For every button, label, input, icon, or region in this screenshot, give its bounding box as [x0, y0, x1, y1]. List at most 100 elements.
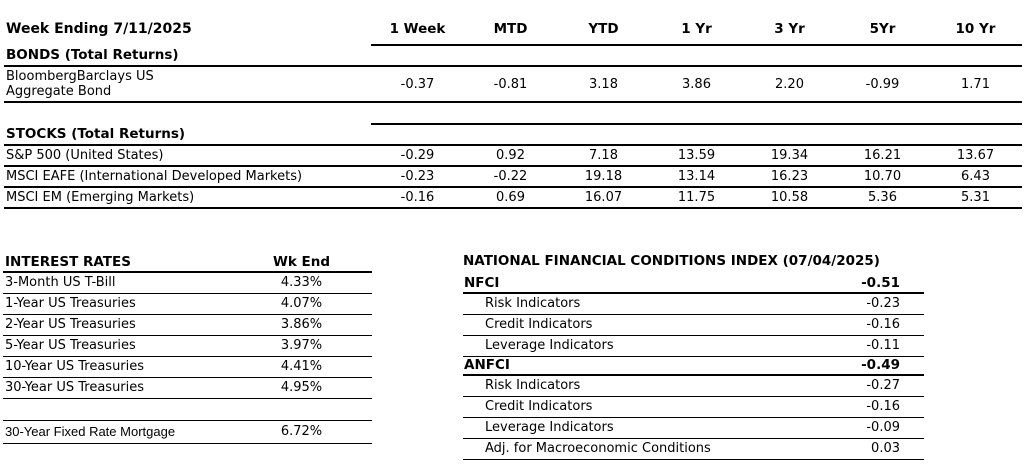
index-value: -0.09 — [804, 417, 924, 439]
row-label: 2-Year US Treasuries — [3, 314, 231, 336]
metric-value: -0.29 — [371, 145, 464, 167]
table-row-nfci-leverage: Leverage Indicators -0.11 — [463, 335, 924, 357]
row-label: Credit Indicators — [463, 314, 804, 336]
index-value: 0.03 — [804, 438, 924, 460]
row-label: 1-Year US Treasuries — [3, 293, 231, 315]
metric-value: 3.86 — [650, 66, 743, 103]
row-label: Risk Indicators — [463, 293, 804, 315]
table-row-anfci: ANFCI -0.49 — [463, 356, 924, 376]
rate-value: 4.41% — [231, 356, 372, 378]
row-label: 5-Year US Treasuries — [3, 335, 231, 357]
rate-value: 3.97% — [231, 335, 372, 357]
row-label-msci-eafe: MSCI EAFE (International Developed Marke… — [4, 166, 371, 188]
report-week-title: Week Ending 7/11/2025 — [6, 21, 192, 37]
metric-value: 7.18 — [557, 145, 650, 167]
metric-value: 1.71 — [929, 66, 1022, 103]
metric-value: 13.59 — [650, 145, 743, 167]
row-label-aggregate-bond: BloombergBarclays US Aggregate Bond — [4, 66, 371, 103]
column-header-mtd: MTD — [464, 13, 557, 46]
metric-value: 10.70 — [836, 166, 929, 188]
index-value: -0.11 — [804, 335, 924, 357]
column-header-3-yr: 3 Yr — [743, 13, 836, 46]
table-row-msci-em: MSCI EM (Emerging Markets) -0.16 0.69 16… — [4, 187, 1022, 209]
bonds-section-heading: BONDS (Total Returns) — [4, 45, 371, 67]
table-row-nfci: NFCI -0.51 — [463, 274, 924, 294]
table-row-anfci-macro-adj: Adj. for Macroeconomic Conditions 0.03 — [463, 438, 924, 460]
metric-value: -0.16 — [371, 187, 464, 209]
column-header-1-yr: 1 Yr — [650, 13, 743, 46]
index-value: -0.27 — [804, 375, 924, 397]
column-header-ytd: YTD — [557, 13, 650, 46]
metric-value: -0.37 — [371, 66, 464, 103]
row-label-msci-em: MSCI EM (Emerging Markets) — [4, 187, 371, 209]
stocks-section-heading-row: STOCKS (Total Returns) — [4, 123, 1022, 146]
performance-header-row: Week Ending 7/11/2025 1 Week MTD YTD 1 Y… — [4, 13, 1022, 46]
metric-value: -0.22 — [464, 166, 557, 188]
performance-table: Week Ending 7/11/2025 1 Week MTD YTD 1 Y… — [4, 13, 1022, 209]
table-row-nfci-risk: Risk Indicators -0.23 — [463, 293, 924, 315]
row-label: Credit Indicators — [463, 396, 804, 418]
interest-rates-header-row: INTEREST RATES Wk End — [3, 252, 372, 273]
row-label: Leverage Indicators — [463, 417, 804, 439]
metric-value: 13.14 — [650, 166, 743, 188]
row-label: 3-Month US T-Bill — [3, 272, 231, 294]
index-value: -0.51 — [804, 274, 924, 294]
index-value: -0.49 — [804, 356, 924, 376]
nfci-table: NFCI -0.51 Risk Indicators -0.23 Credit … — [463, 274, 924, 460]
metric-value: 19.34 — [743, 145, 836, 167]
row-label: Adj. for Macroeconomic Conditions — [463, 438, 804, 460]
interest-rates-table: INTEREST RATES Wk End 3-Month US T-Bill … — [3, 252, 372, 444]
metric-value: -0.81 — [464, 66, 557, 103]
table-row-anfci-leverage: Leverage Indicators -0.09 — [463, 417, 924, 439]
section-spacer — [3, 398, 372, 421]
metric-value: 0.69 — [464, 187, 557, 209]
metric-value: 3.18 — [557, 66, 650, 103]
metric-value: -0.23 — [371, 166, 464, 188]
column-header-10-yr: 10 Yr — [929, 13, 1022, 46]
table-row-10-year-treasuries: 10-Year US Treasuries 4.41% — [3, 356, 372, 378]
metric-value: 2.20 — [743, 66, 836, 103]
column-header-5-yr: 5Yr — [836, 13, 929, 46]
row-label: 30-Year US Treasuries — [3, 377, 231, 399]
metric-value: 19.18 — [557, 166, 650, 188]
rate-value: 3.86% — [231, 314, 372, 336]
row-label: 10-Year US Treasuries — [3, 356, 231, 378]
table-row-1-year-treasuries: 1-Year US Treasuries 4.07% — [3, 293, 372, 315]
nfci-table-title: NATIONAL FINANCIAL CONDITIONS INDEX (07/… — [463, 253, 880, 269]
rate-value: 4.33% — [231, 272, 372, 294]
bonds-section-heading-row: BONDS (Total Returns) — [4, 45, 1022, 67]
row-label: Leverage Indicators — [463, 335, 804, 357]
index-value: -0.16 — [804, 314, 924, 336]
interest-rates-title: INTEREST RATES — [3, 252, 231, 273]
rate-value: 4.95% — [231, 377, 372, 399]
table-row-nfci-credit: Credit Indicators -0.16 — [463, 314, 924, 336]
metric-value: 6.43 — [929, 166, 1022, 188]
metric-value: 13.67 — [929, 145, 1022, 167]
group-label-anfci: ANFCI — [463, 356, 804, 376]
stocks-section-heading: STOCKS (Total Returns) — [4, 124, 371, 146]
metric-value: 16.23 — [743, 166, 836, 188]
metric-value: 5.31 — [929, 187, 1022, 209]
table-row-3-month-tbill: 3-Month US T-Bill 4.33% — [3, 272, 372, 294]
index-value: -0.23 — [804, 293, 924, 315]
table-row-anfci-credit: Credit Indicators -0.16 — [463, 396, 924, 418]
metric-value: 16.21 — [836, 145, 929, 167]
column-header-1-week: 1 Week — [371, 13, 464, 46]
table-row-sp500: S&P 500 (United States) -0.29 0.92 7.18 … — [4, 145, 1022, 167]
metric-value: 5.36 — [836, 187, 929, 209]
metric-value: 10.58 — [743, 187, 836, 209]
row-label-sp500: S&P 500 (United States) — [4, 145, 371, 167]
wk-end-column-header: Wk End — [231, 252, 372, 273]
table-row-msci-eafe: MSCI EAFE (International Developed Marke… — [4, 166, 1022, 188]
rate-value: 6.72% — [231, 420, 372, 444]
table-row-30-year-treasuries: 30-Year US Treasuries 4.95% — [3, 377, 372, 399]
group-label-nfci: NFCI — [463, 274, 804, 294]
table-row-aggregate-bond: BloombergBarclays US Aggregate Bond -0.3… — [4, 66, 1022, 103]
row-label: Risk Indicators — [463, 375, 804, 397]
table-row-2-year-treasuries: 2-Year US Treasuries 3.86% — [3, 314, 372, 336]
section-spacer — [4, 102, 1022, 124]
nfci-section: NATIONAL FINANCIAL CONDITIONS INDEX (07/… — [463, 253, 941, 460]
index-value: -0.16 — [804, 396, 924, 418]
rate-value: 4.07% — [231, 293, 372, 315]
